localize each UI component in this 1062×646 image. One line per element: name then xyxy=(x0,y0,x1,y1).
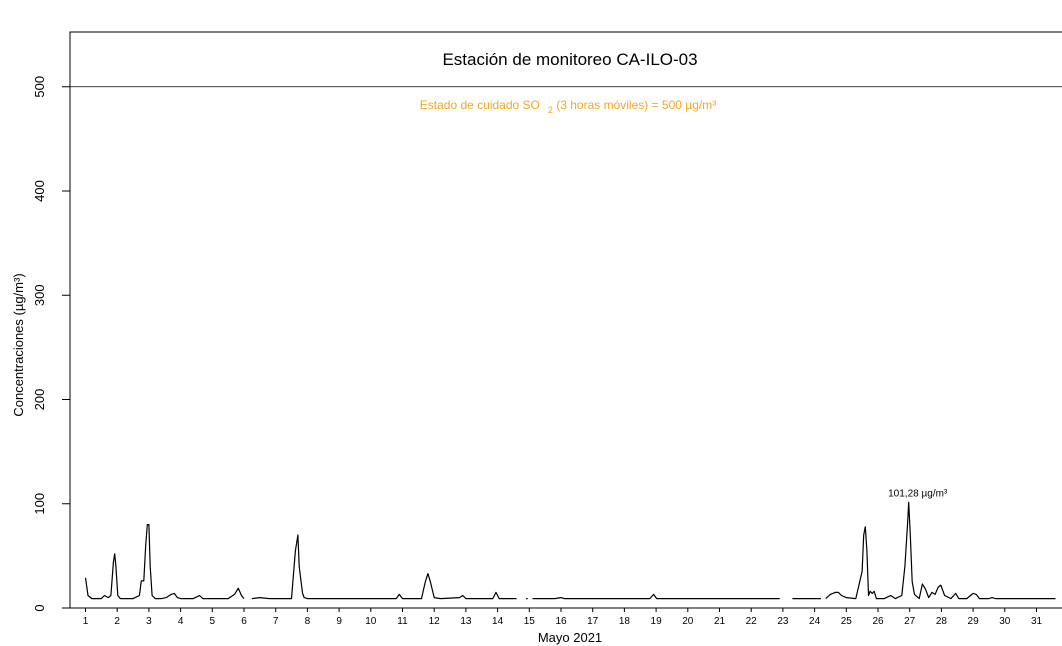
x-tick-label: 20 xyxy=(682,616,694,627)
x-tick-label: 15 xyxy=(524,616,536,627)
series-line-0 xyxy=(84,501,1056,600)
threshold-label-rest: (3 horas móviles) = 500 µg/m³ xyxy=(553,98,716,112)
y-axis: 0 100 200 300 400 500 xyxy=(32,76,71,612)
x-tick-label: 27 xyxy=(904,616,916,627)
x-tick-label: 19 xyxy=(651,616,663,627)
x-tick-label: 1 xyxy=(83,616,89,627)
x-tick-label: 9 xyxy=(336,616,342,627)
x-tick-label: 28 xyxy=(936,616,948,627)
x-tick-label: 4 xyxy=(178,616,184,627)
x-tick-label: 22 xyxy=(746,616,758,627)
x-tick-label: 12 xyxy=(429,616,441,627)
threshold-label: Estado de cuidado SO 2 (3 horas móviles) … xyxy=(420,98,716,115)
x-tick-label: 2 xyxy=(114,616,120,627)
x-tick-label: 26 xyxy=(872,616,884,627)
y-axis-label: Concentraciones (µg/m³) xyxy=(11,273,26,416)
threshold-label-sub: 2 xyxy=(548,105,553,115)
x-tick-label: 13 xyxy=(460,616,472,627)
y-tick-label: 200 xyxy=(32,389,47,411)
y-tick-label: 0 xyxy=(32,604,47,611)
max-annotation: 101,28 µg/m³ xyxy=(888,488,948,499)
y-tick-label: 300 xyxy=(32,284,47,306)
x-tick-label: 21 xyxy=(714,616,726,627)
x-axis-label: Mayo 2021 xyxy=(538,630,602,645)
chart-title: Estación de monitoreo CA-ILO-03 xyxy=(442,50,697,69)
y-tick-label: 400 xyxy=(32,180,47,202)
x-tick-label: 29 xyxy=(968,616,980,627)
x-tick-label: 11 xyxy=(397,616,408,627)
x-tick-label: 7 xyxy=(273,616,279,627)
x-tick-label: 6 xyxy=(241,616,247,627)
x-tick-label: 3 xyxy=(146,616,152,627)
x-tick-label: 17 xyxy=(587,616,599,627)
x-tick-label: 25 xyxy=(841,616,853,627)
x-tick-label: 30 xyxy=(999,616,1011,627)
y-tick-label: 100 xyxy=(32,493,47,515)
x-tick-label: 31 xyxy=(1031,616,1043,627)
x-tick-label: 24 xyxy=(809,616,821,627)
x-tick-label: 16 xyxy=(555,616,567,627)
x-tick-label: 14 xyxy=(492,616,504,627)
x-tick-label: 18 xyxy=(619,616,631,627)
x-tick-label: 23 xyxy=(777,616,789,627)
x-axis: 1 2 3 4 5 6 7 8 9 10 11 12 13 14 15 16 17 18 19 20 21 22 23 24 2… xyxy=(83,608,1043,627)
y-tick-label: 500 xyxy=(32,76,47,98)
plot-frame xyxy=(69,31,1062,609)
threshold-group: Estado de cuidado SO 2 (3 horas móviles) … xyxy=(70,86,1062,115)
threshold-label-main: Estado de cuidado SO xyxy=(420,98,540,112)
x-tick-label: 10 xyxy=(365,616,377,627)
x-tick-label: 8 xyxy=(305,616,311,627)
x-tick-label: 5 xyxy=(210,616,216,627)
series-group xyxy=(84,501,1056,600)
